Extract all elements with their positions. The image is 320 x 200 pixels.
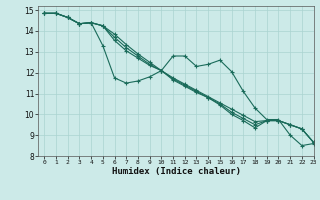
- X-axis label: Humidex (Indice chaleur): Humidex (Indice chaleur): [111, 167, 241, 176]
